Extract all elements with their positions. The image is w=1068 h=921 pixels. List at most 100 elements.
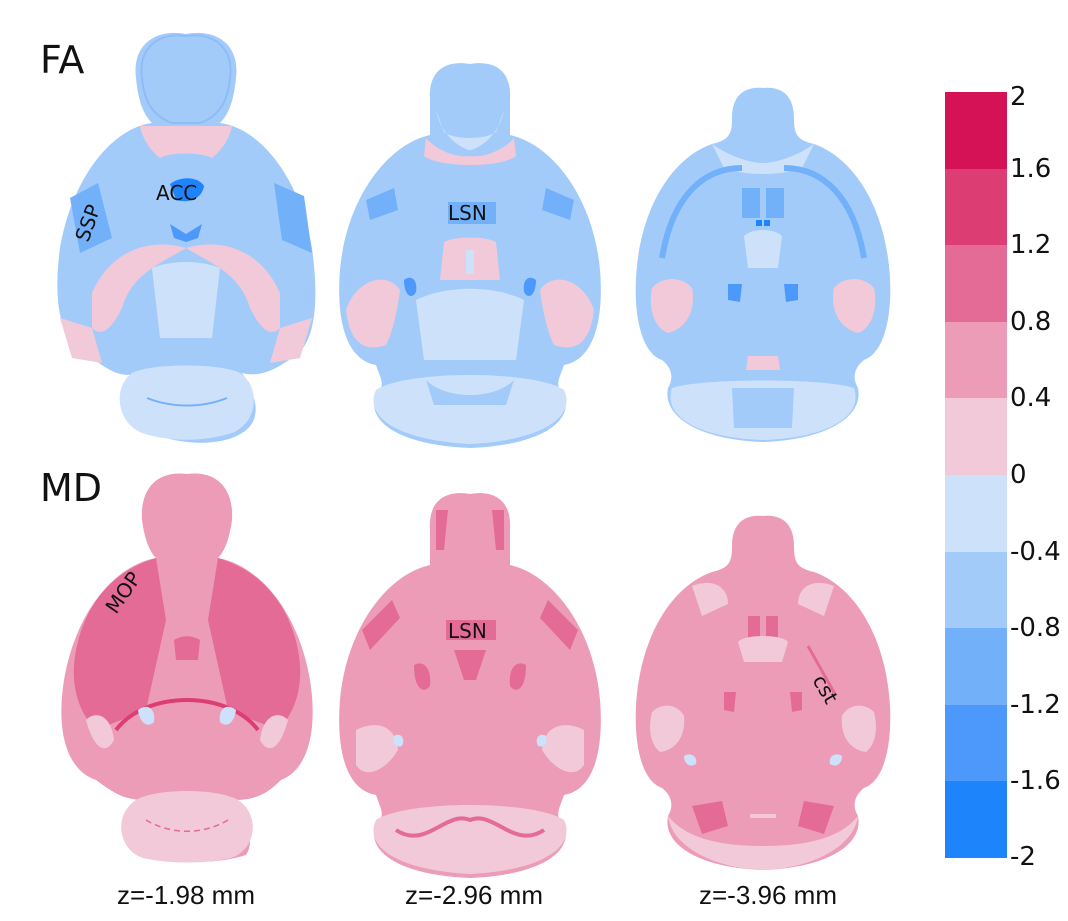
region-center-dark [756,220,770,226]
region-center-mid [742,188,784,218]
region-left-dark [414,663,431,690]
region-light-left [692,582,728,616]
region-neg-left [138,706,155,725]
region-center-mid [466,250,474,274]
olfactory-bulb [140,34,232,124]
region-neg-left [684,754,697,766]
colorbar-tick-label: 1.2 [1010,230,1052,261]
region-label-lsn: LSN [448,201,487,225]
region-neg-left [393,734,404,747]
region-ssp [70,183,112,253]
cerebellum-inner [732,388,794,428]
region-mop-left [73,558,166,730]
region-light-right [260,715,288,749]
region-stripe-right [540,600,578,650]
brain-outline [339,493,601,878]
cerebellum [121,791,253,863]
region-center-dark [748,616,778,640]
region-center-light [744,230,782,268]
row-label-fa: FA [40,38,85,82]
region-dark-right [790,692,802,712]
colorbar-tick-label: 0 [1010,460,1027,490]
region-light-right [542,725,584,773]
region-dark-left [728,284,742,302]
colorbar-segment [945,781,1007,859]
region-bulb-stripe-right [492,510,504,550]
region-stripe-left [366,188,398,220]
region-lower-left [60,318,102,363]
cerebellum [373,805,567,874]
region-lower-left-dark [692,801,728,834]
region-neg-right [829,754,842,766]
region-dark-right [523,277,536,296]
colorbar-segment [945,321,1007,399]
slice-z-label-3: z=-3.96 mm [699,880,837,910]
colorbar-segment [945,704,1007,782]
region-cst [806,645,838,697]
region-lsn [448,202,496,224]
md-slice-3: cst [635,515,891,870]
region-light-left [356,725,398,773]
brain-outline [61,473,313,862]
region-dark-left [404,277,417,296]
region-stripe-left [362,600,400,650]
colorbar [945,92,1007,859]
colorbar-tick-label: 1.6 [1010,153,1052,184]
colorbar-tick-label: -1.6 [1010,766,1061,797]
region-dark-right [784,284,798,302]
md-slice-1: MOP [61,473,313,863]
region-mid [170,224,202,242]
region-neg-right [219,706,236,725]
region-center-light [738,636,788,662]
region-arc-right [783,165,867,259]
colorbar-tick-label: -0.4 [1010,536,1061,567]
region-dark-left [724,692,736,712]
region-label-lsn-md: LSN [448,619,487,643]
region-acc [170,178,204,202]
region-stripe-right [542,188,574,220]
colorbar-tick-label: -0.8 [1010,613,1061,644]
region-light-r2 [841,705,876,752]
region-hippo-right [540,279,594,348]
cerebellum [119,365,254,440]
region-hippo-left [92,244,186,332]
region-arc-left [659,165,743,259]
region-lower-right-dark [798,801,834,834]
region-lower-pos [746,356,780,370]
region-lower-center [416,288,524,360]
region-positive [140,126,232,158]
region-light-right [798,582,834,616]
colorbar-tick-label: -1.2 [1010,689,1061,720]
cerebellum-inner [426,380,514,405]
slice-z-label-2: z=-2.96 mm [405,880,543,910]
region-hippo-right [186,244,280,332]
region-hippo-right [833,279,876,333]
colorbar-segment [945,551,1007,629]
colorbar-segment [945,245,1007,323]
region-label-acc: ACC [156,181,197,205]
region-light-l2 [650,705,685,752]
cerebellum [668,816,858,870]
region-arc [114,698,260,732]
colorbar-segment [945,628,1007,706]
colorbar-tick-label: 0.8 [1010,306,1052,337]
cerebellum [373,375,567,444]
colorbar-segment [945,92,1007,170]
region-mop-right [208,558,301,730]
fa-slice-3 [635,87,891,442]
region-hippo-left [346,279,400,348]
region-center-light [152,262,220,338]
colorbar-tick-label: -2 [1010,842,1036,872]
region-bulb-stripe-left [436,510,448,550]
colorbar-segment [945,398,1007,476]
region-center-dark [174,636,200,660]
colorbar-segment [945,475,1007,553]
fa-slice-1: SSP ACC [57,32,316,443]
region-right-dark [509,663,526,690]
region-ssp-right [274,183,312,253]
region-hippo-left [650,279,693,333]
cerebellum-folia [394,816,546,838]
olfactory-bulb [436,110,504,150]
region-bar [750,814,776,818]
region-lower-right [270,318,312,363]
